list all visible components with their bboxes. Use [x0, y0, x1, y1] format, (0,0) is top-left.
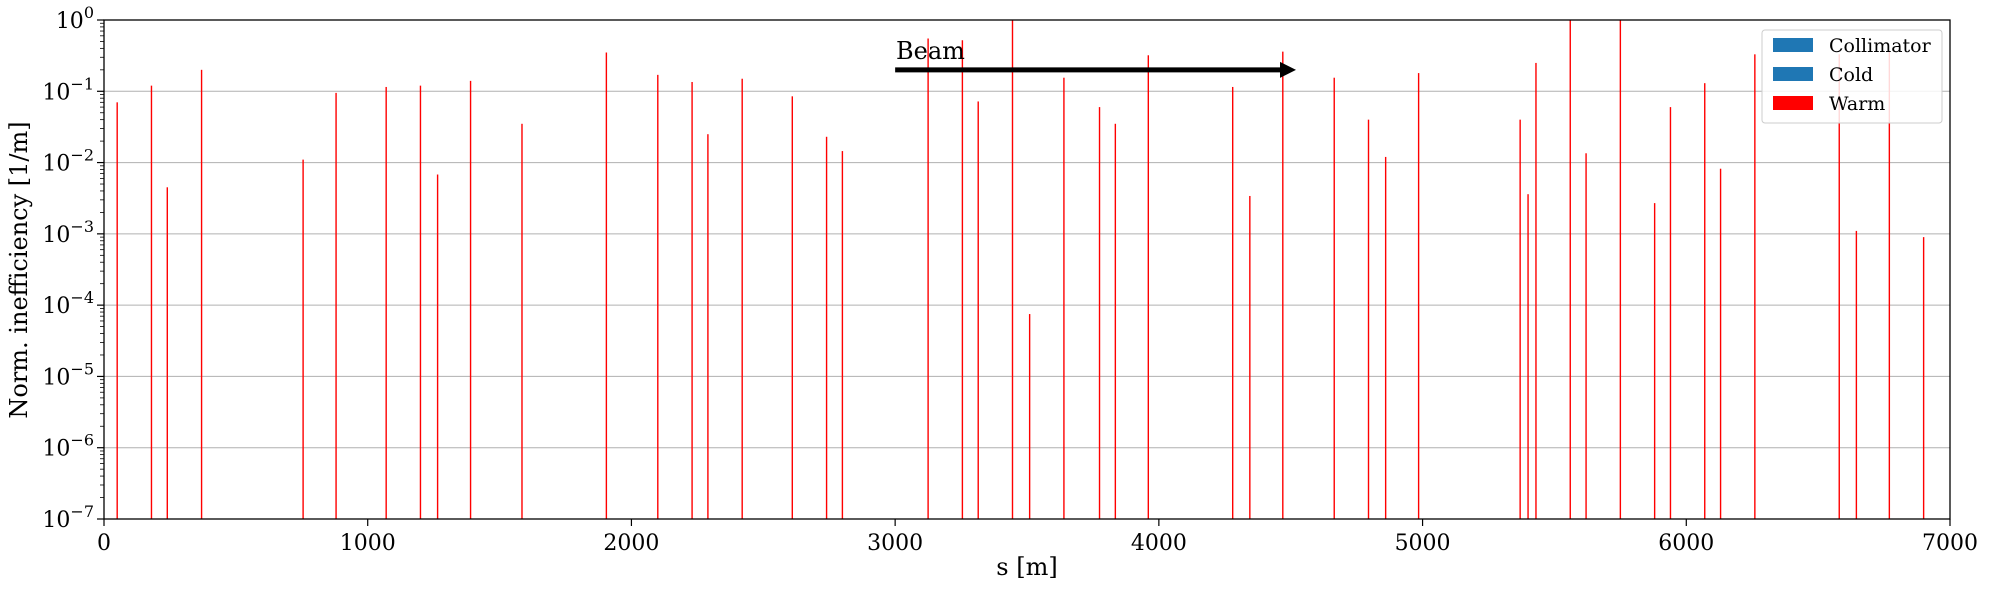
bar-warm	[436, 174, 439, 519]
y-tick-label: 100	[56, 3, 94, 34]
bar-warm	[1028, 314, 1031, 519]
y-tick-label: 10−6	[42, 431, 94, 462]
y-tick-label: 10−3	[42, 217, 94, 248]
bar-warm	[977, 101, 979, 519]
beam-arrow-head	[1279, 61, 1296, 78]
bar-warm	[1367, 119, 1370, 520]
bar-warm	[1231, 86, 1234, 519]
bar-warm	[1704, 83, 1706, 519]
legend: Collimator Cold Warm	[1761, 29, 1943, 124]
bar-warm	[1098, 107, 1101, 520]
bar-warm	[1569, 20, 1571, 519]
bar-warm	[691, 81, 693, 519]
bar-warm	[1535, 62, 1537, 520]
x-axis-label: s [m]	[996, 553, 1057, 581]
bar-warm	[1147, 55, 1150, 520]
bar-warm	[1922, 237, 1925, 519]
x-axis: 0 1000 2000 3000 4000 5000 6000 7000	[97, 519, 1978, 556]
y-axis: 10−7 10−6 10−5 10−4 10−3 10−2 10−1 100	[42, 3, 104, 533]
bar-warm	[335, 92, 337, 519]
y-tick-label: 10−1	[42, 74, 94, 105]
bar-warm	[741, 78, 743, 520]
bar-warm	[302, 159, 304, 519]
bar-warm	[1653, 203, 1656, 520]
bar-warm	[707, 134, 709, 520]
bar-warm	[1282, 51, 1284, 519]
grid-lines	[104, 19, 1950, 520]
y-tick-label: 10−4	[42, 288, 94, 319]
beam-label: Beam	[896, 37, 965, 65]
y-tick-label: 10−5	[42, 359, 94, 390]
legend-swatch-cold	[1773, 67, 1813, 81]
legend-label-collimator: Collimator	[1829, 35, 1932, 57]
beam-annotation: Beam	[895, 37, 1296, 78]
bar-warm	[469, 80, 472, 520]
bar-warm	[1114, 123, 1117, 520]
bar-warm	[385, 86, 387, 519]
bar-warm	[200, 69, 203, 520]
bar-warm	[657, 74, 659, 519]
bar-warm	[961, 40, 964, 519]
bar-warm	[1669, 107, 1672, 520]
legend-swatch-warm	[1773, 96, 1813, 110]
plot-frame	[103, 19, 1951, 520]
bar-warm	[1249, 195, 1251, 520]
bar-warm	[927, 38, 929, 520]
x-tick-label: 1000	[340, 531, 396, 556]
bar-warm	[419, 85, 422, 519]
bar-warm	[841, 151, 844, 520]
x-tick-label: 0	[97, 531, 111, 556]
bar-warm	[1619, 20, 1622, 519]
bar-warm	[605, 52, 608, 519]
bar-warm	[1888, 50, 1891, 520]
bar-warm	[1333, 77, 1335, 520]
legend-label-warm: Warm	[1829, 93, 1885, 115]
x-tick-label: 5000	[1395, 531, 1451, 556]
bar-warm	[1417, 73, 1420, 519]
bar-warm	[1063, 77, 1065, 520]
bar-warm	[1384, 156, 1387, 519]
x-tick-label: 4000	[1131, 531, 1187, 556]
bar-warm	[1527, 194, 1529, 519]
bar-warm	[150, 85, 153, 519]
bar-warm	[1519, 119, 1521, 520]
bar-warm	[166, 187, 168, 519]
y-axis-label: Norm. inefficiency [1/m]	[5, 121, 33, 418]
bar-warm	[791, 96, 793, 519]
y-tick-label: 10−7	[42, 502, 94, 533]
x-tick-label: 7000	[1922, 531, 1978, 556]
bar-warm	[116, 102, 118, 520]
bar-warm	[1585, 153, 1587, 519]
x-tick-label: 2000	[603, 531, 659, 556]
x-tick-label: 3000	[867, 531, 923, 556]
legend-label-cold: Cold	[1829, 64, 1873, 86]
bar-warm	[825, 136, 828, 519]
legend-swatch-collimator	[1773, 38, 1813, 52]
bars	[116, 20, 1925, 520]
bar-warm	[521, 123, 523, 520]
bar-warm	[1754, 54, 1756, 519]
y-tick-label: 10−2	[42, 146, 94, 177]
bar-warm	[1838, 54, 1840, 519]
bar-warm	[1855, 230, 1858, 519]
bar-warm	[1011, 20, 1014, 519]
bar-warm	[1719, 168, 1722, 519]
x-tick-label: 6000	[1658, 531, 1714, 556]
